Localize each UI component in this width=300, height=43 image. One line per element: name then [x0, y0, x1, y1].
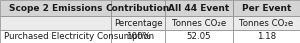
Bar: [0, 0, 111, 16]
Bar: [165, 16, 232, 30]
Text: 1.18: 1.18: [257, 32, 276, 41]
Text: All 44 Event: All 44 Event: [168, 4, 230, 13]
Text: 100%: 100%: [126, 32, 150, 41]
Bar: [165, 30, 232, 43]
Bar: [111, 0, 165, 16]
Text: Scope 2 Emissions: Scope 2 Emissions: [9, 4, 102, 13]
Text: 52.05: 52.05: [186, 32, 211, 41]
Text: Per Event: Per Event: [242, 4, 291, 13]
Bar: [0, 30, 111, 43]
Bar: [232, 30, 300, 43]
Bar: [165, 0, 232, 16]
Text: Tonnes CO₂e: Tonnes CO₂e: [239, 18, 293, 28]
Bar: [232, 0, 300, 16]
Text: Purchased Electricity Consumption: Purchased Electricity Consumption: [4, 32, 154, 41]
Text: Contribution: Contribution: [106, 4, 170, 13]
Bar: [0, 16, 111, 30]
Bar: [232, 16, 300, 30]
Text: Tonnes CO₂e: Tonnes CO₂e: [172, 18, 226, 28]
Text: Percentage: Percentage: [114, 18, 162, 28]
Bar: [111, 30, 165, 43]
Bar: [111, 16, 165, 30]
